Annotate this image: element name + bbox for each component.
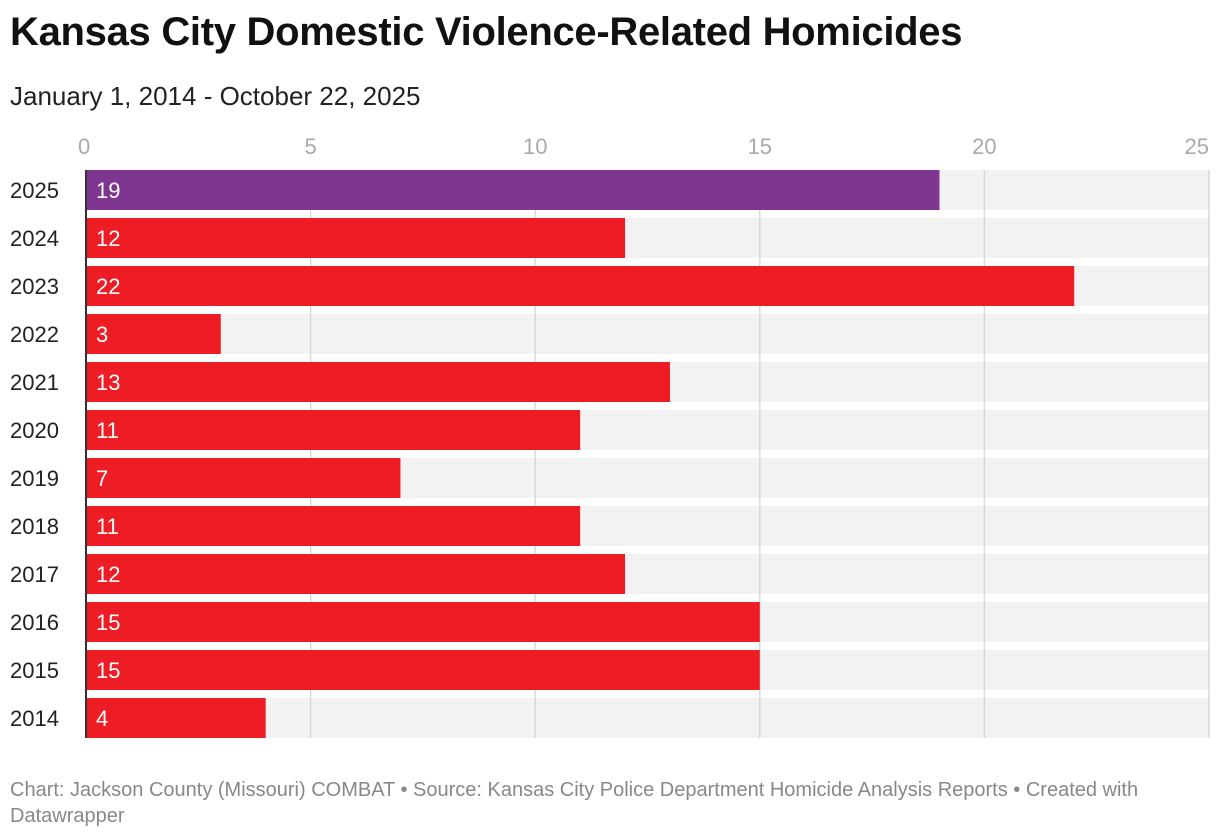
value-label-2016: 15	[96, 610, 120, 635]
value-label-2018: 11	[96, 514, 119, 539]
bar-2017	[86, 554, 626, 594]
y-category-label-2023: 2023	[10, 274, 59, 299]
value-label-2021: 13	[96, 370, 120, 395]
value-label-2019: 7	[96, 466, 108, 491]
y-category-label-2018: 2018	[10, 514, 59, 539]
x-tick-label-5: 5	[304, 134, 316, 159]
bar-2021	[86, 362, 670, 402]
bar-2018	[86, 506, 581, 546]
value-label-2020: 11	[96, 418, 119, 443]
chart-footer: Chart: Jackson County (Missouri) COMBAT …	[10, 779, 1139, 827]
bar-2024	[86, 218, 626, 258]
bar-track-2022	[86, 314, 1209, 354]
y-category-label-2019: 2019	[10, 466, 59, 491]
value-label-2014: 4	[96, 706, 108, 731]
x-tick-label-0: 0	[78, 134, 90, 159]
y-category-label-2021: 2021	[10, 370, 59, 395]
y-category-label-2016: 2016	[10, 610, 59, 635]
y-category-label-2024: 2024	[10, 226, 59, 251]
value-label-2025: 19	[96, 178, 120, 203]
bar-2022	[86, 314, 221, 354]
y-category-label-2022: 2022	[10, 322, 59, 347]
value-label-2024: 12	[96, 226, 120, 251]
y-category-label-2014: 2014	[10, 706, 59, 731]
value-label-2017: 12	[96, 562, 120, 587]
bar-2025	[86, 170, 940, 210]
bar-2023	[86, 266, 1075, 306]
bar-2016	[86, 602, 760, 642]
y-category-label-2017: 2017	[10, 562, 59, 587]
y-category-label-2015: 2015	[10, 658, 59, 683]
value-label-2015: 15	[96, 658, 120, 683]
x-tick-label-25: 25	[1185, 134, 1209, 159]
x-tick-label-15: 15	[748, 134, 772, 159]
bar-2015	[86, 650, 760, 690]
bar-2020	[86, 410, 581, 450]
x-tick-label-10: 10	[523, 134, 547, 159]
value-label-2023: 22	[96, 274, 120, 299]
value-label-2022: 3	[96, 322, 108, 347]
bar-2019	[86, 458, 401, 498]
x-tick-label-20: 20	[972, 134, 996, 159]
bar-2014	[86, 698, 266, 738]
bar-track-2014	[86, 698, 1209, 738]
y-category-label-2020: 2020	[10, 418, 59, 443]
chart-title: Kansas City Domestic Violence-Related Ho…	[10, 10, 963, 54]
y-category-label-2025: 2025	[10, 178, 59, 203]
chart-subtitle: January 1, 2014 - October 22, 2025	[10, 81, 421, 111]
